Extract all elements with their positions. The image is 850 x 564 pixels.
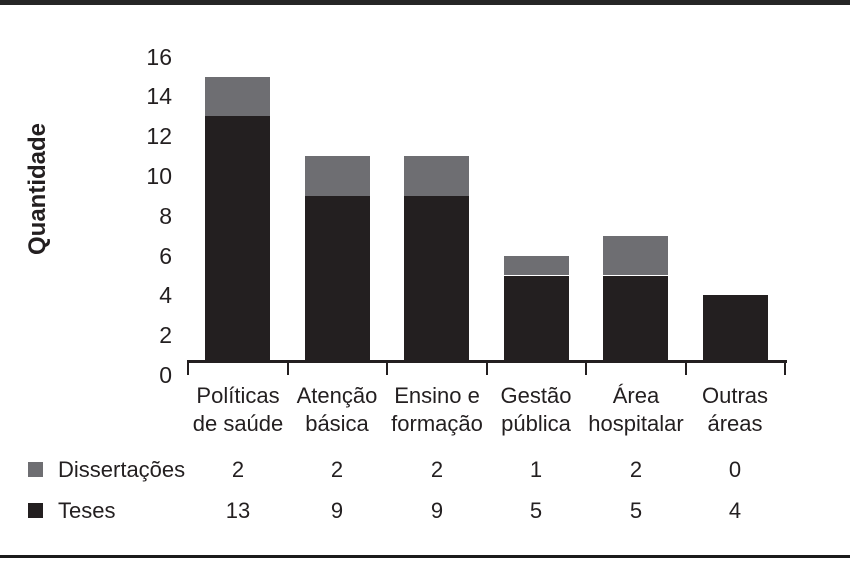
bar-segment-dissertaes [205,76,271,117]
x-axis-tick [685,360,687,375]
category-label: Área hospitalar [576,382,696,438]
x-axis-tick [287,360,289,375]
y-tick-label: 16 [146,43,172,70]
bar-segment-dissertaes [304,156,370,196]
legend-value: 9 [330,498,344,523]
y-tick-label: 8 [159,202,172,229]
category-label-line: Área [612,383,660,408]
bar-segment-teses [702,295,768,362]
category-label: Ensino e formação [377,382,497,438]
y-tick-label: 4 [159,282,172,309]
y-tick-label: 0 [159,362,172,388]
bar-segment-teses [205,116,271,362]
x-axis-tick [585,360,587,375]
x-axis-tick [187,360,189,375]
bar-segment-teses [503,275,569,362]
legend-value: 5 [529,498,543,523]
legend-value: 2 [430,457,444,482]
x-axis-tick [784,360,786,375]
y-tick-label: 6 [159,242,172,269]
category-label-line: de saúde [192,411,284,436]
category-label-line: Políticas [196,383,280,408]
bar-segment-dissertaes [503,255,569,276]
category-label-line: hospitalar [588,411,684,436]
legend-swatch-teses [28,503,43,518]
bottom-border-line [0,555,850,558]
legend-value: 2 [629,457,643,482]
legend-value: 5 [629,498,643,523]
category-label-line: Gestão [500,383,572,408]
legend-series-label: Teses [58,498,116,523]
legend-value: 0 [728,457,742,482]
category-label: Outras áreas [675,382,795,438]
bar-segment-teses [304,195,370,362]
x-axis-tick [486,360,488,375]
category-label-line: básica [305,411,369,436]
bar-segment-dissertaes [603,235,669,276]
legend-swatch-dissertaes [28,462,43,477]
legend-value: 2 [330,457,344,482]
legend-value: 1 [529,457,543,482]
category-label: Gestão pública [476,382,596,438]
bar-segment-dissertaes [404,156,470,196]
legend-series-label: Dissertações [58,457,186,482]
y-tick-label: 14 [146,83,172,110]
x-axis-tick [386,360,388,375]
y-tick-label: 12 [146,123,172,150]
category-label: Atenção básica [277,382,397,438]
category-label-line: Ensino e [394,383,480,408]
legend-value: 13 [225,498,251,523]
category-label-line: formação [391,411,483,436]
bar-segment-teses [404,195,470,362]
top-border-line [0,0,850,5]
category-label: Políticas de saúde [178,382,298,438]
category-label-line: áreas [707,411,763,436]
legend-value: 4 [728,498,742,523]
category-label-line: pública [501,411,571,436]
y-tick-label: 10 [146,163,172,189]
category-label-line: Outras [701,383,769,408]
y-tick-label: 2 [159,322,172,349]
legend-value: 9 [430,498,444,523]
y-axis-title: Quantidade [24,122,51,256]
category-label-line: Atenção [296,383,378,408]
bar-segment-teses [603,275,669,362]
legend-value: 2 [231,457,245,482]
